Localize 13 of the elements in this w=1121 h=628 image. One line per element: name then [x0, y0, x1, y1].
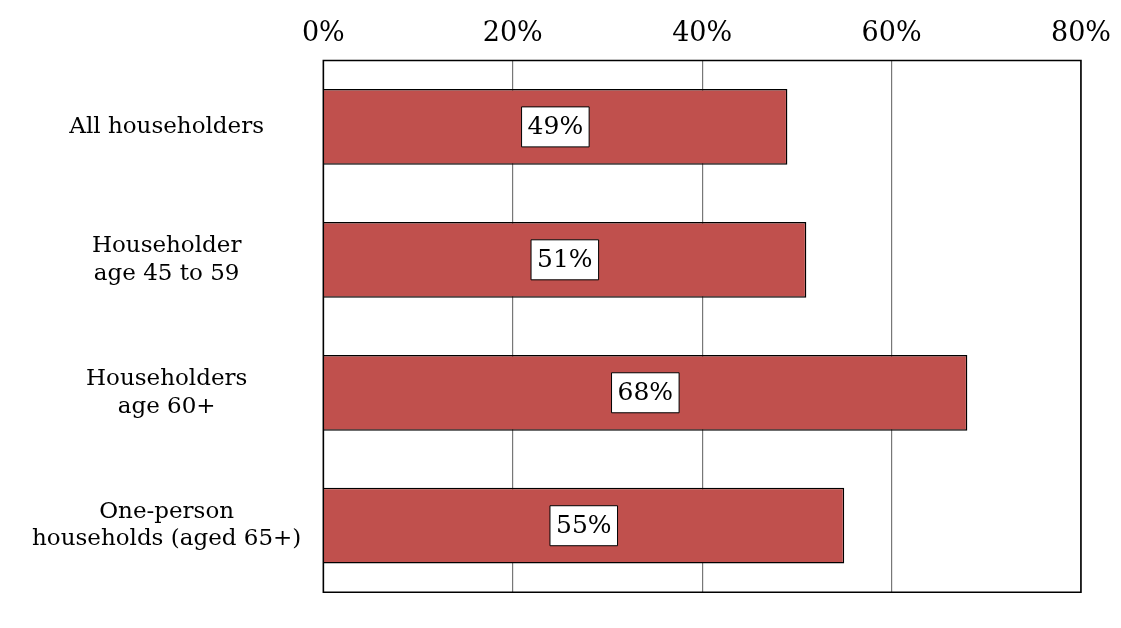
data-label: 55%: [555, 510, 612, 540]
y-tick-label: Householder age 45 to 59: [91, 230, 242, 285]
data-label: 68%: [617, 377, 674, 407]
x-tick-label: 40%: [672, 16, 733, 48]
x-tick-label: 80%: [1050, 16, 1111, 48]
data-label: 51%: [537, 244, 593, 274]
y-tick-label: One-person households (aged 65+): [32, 496, 302, 551]
y-tick-label: All householders: [68, 111, 264, 138]
y-tick-label: Householders age 60+: [86, 363, 248, 418]
x-tick-label: 20%: [482, 16, 543, 48]
data-label: 49%: [527, 111, 584, 141]
x-tick-label: 0%: [301, 16, 345, 48]
x-tick-label: 60%: [861, 16, 922, 48]
